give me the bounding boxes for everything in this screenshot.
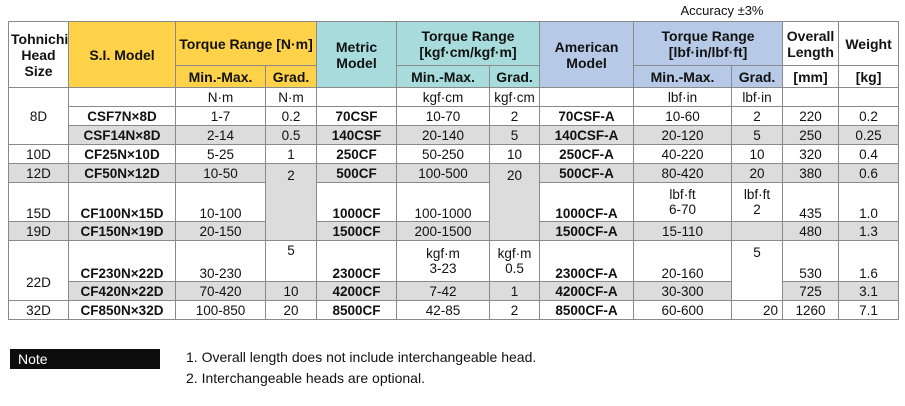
- unit-lbfft-grad: lbf·ft: [743, 187, 771, 202]
- col-head-size: Tohnichi Head Size: [8, 21, 69, 88]
- sub-kgf-grad: Grad.: [489, 65, 541, 88]
- table-row: CF50N×12D: [68, 163, 176, 183]
- col-torque-kgf: Torque Range [kgf·cm/kgf·m]: [396, 21, 541, 66]
- sub-nm-grad: Grad.: [264, 65, 318, 88]
- table-row: CSF14N×8D: [68, 125, 176, 145]
- torque-wrench-spec-table: Tohnichi Head Size S.I. Model Torque Ran…: [8, 21, 900, 320]
- unit-nm: N·m: [175, 87, 266, 107]
- col-si-model: S.I. Model: [68, 21, 176, 88]
- sub-kgf-minmax: Min.-Max.: [396, 65, 491, 88]
- col-weight: Weight: [838, 21, 900, 66]
- accuracy-label: Accuracy ±3%: [680, 3, 764, 18]
- sub-nm-minmax: Min.-Max.: [175, 65, 266, 88]
- unit-kgfcm: kgf·cm: [396, 87, 491, 107]
- unit-kgfm-grad: kgf·m: [497, 246, 532, 261]
- sub-lbf-minmax: Min.-Max.: [633, 65, 733, 88]
- table-row: CF100N×15D: [68, 182, 176, 222]
- unit-nm-grad: N·m: [264, 87, 318, 107]
- table-row: CF25N×10D: [68, 144, 176, 164]
- table-row: CF420N×22D: [68, 281, 176, 301]
- unit-kgfm: kgf·m: [426, 246, 460, 261]
- note-line-2: 2. Interchangeable heads are optional.: [186, 370, 425, 386]
- col-overall-length: Overall Length: [782, 21, 840, 66]
- note-line-1: 1. Overall length does not include inter…: [186, 349, 537, 365]
- table-row: CF150N×19D: [68, 221, 176, 241]
- table-row: CSF7N×8D: [68, 106, 176, 126]
- unit-lbfft: lbf·ft: [669, 187, 696, 202]
- unit-kg: [kg]: [838, 65, 900, 88]
- unit-lbfin-grad: lbf·in: [731, 87, 784, 107]
- col-torque-lbf: Torque Range [lbf·in/lbf·ft]: [633, 21, 784, 66]
- unit-mm: [mm]: [782, 65, 840, 88]
- col-american-model: American Model: [539, 21, 635, 88]
- unit-lbfin: lbf·in: [633, 87, 733, 107]
- table-row: CF230N×22D: [68, 240, 176, 282]
- col-metric-model: Metric Model: [316, 21, 398, 88]
- table-row: CF850N×32D: [68, 300, 176, 320]
- sub-lbf-grad: Grad.: [731, 65, 784, 88]
- note-label: Note: [10, 349, 160, 369]
- unit-kgfcm-grad: kgf·cm: [489, 87, 541, 107]
- col-torque-nm: Torque Range [N·m]: [174, 21, 318, 66]
- size-8d: 8D: [8, 87, 69, 145]
